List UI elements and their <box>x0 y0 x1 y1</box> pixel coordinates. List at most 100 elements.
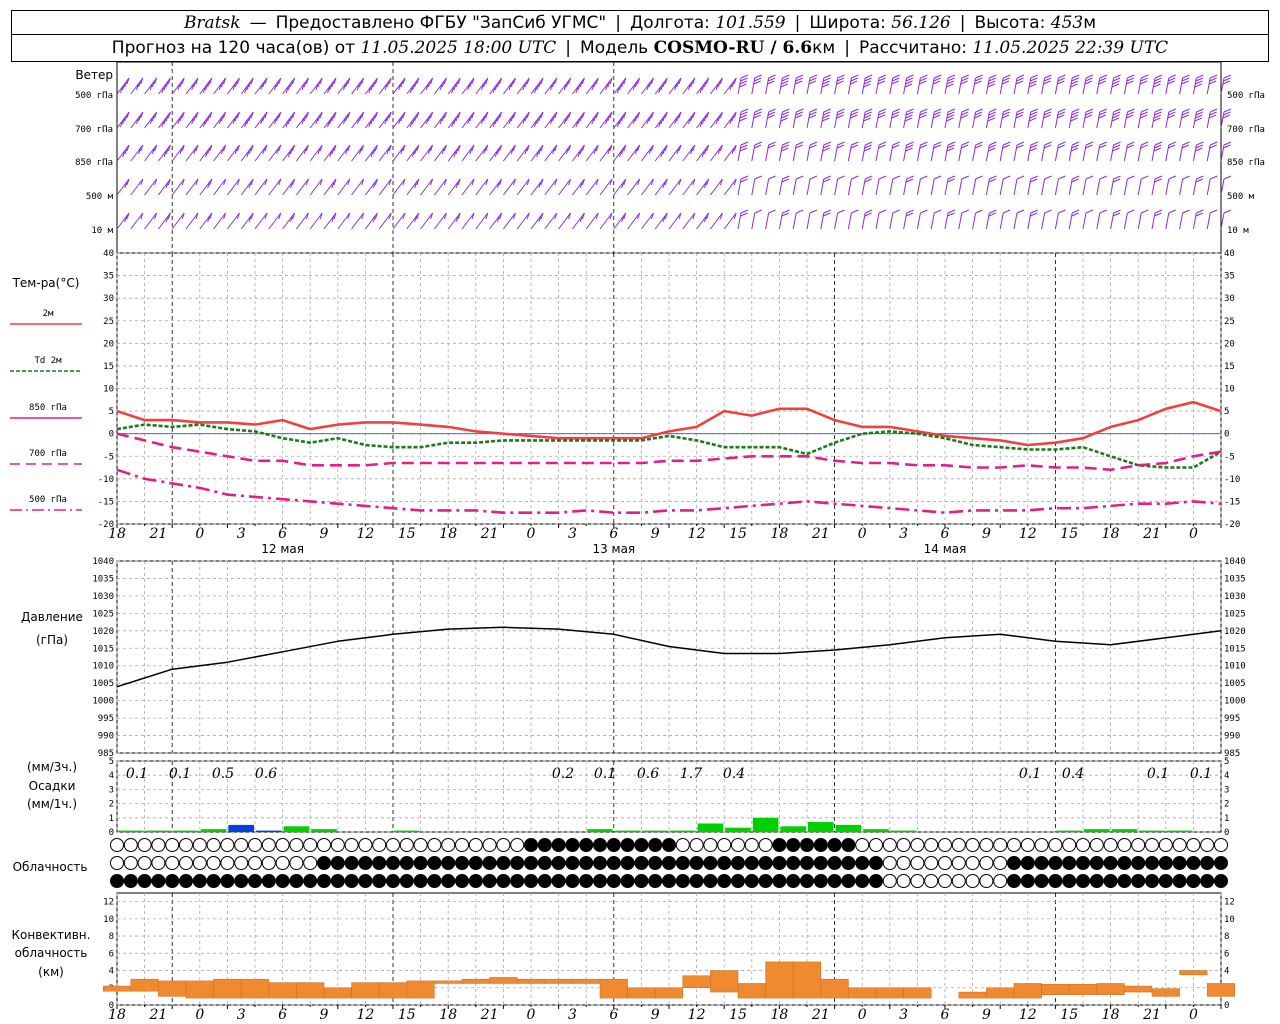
wind-barb-flag <box>1030 77 1038 82</box>
wind-barb-flag <box>961 108 969 113</box>
cloud-circle <box>303 874 318 888</box>
wind-barb-flag <box>1182 141 1190 146</box>
wind-barb-flag <box>989 141 997 146</box>
cloud-circle <box>537 874 552 888</box>
cloud-circle <box>123 856 138 870</box>
wind-barb <box>585 77 599 95</box>
wind-barb <box>737 178 742 196</box>
wind-barb-flag <box>1016 209 1025 214</box>
wind-barb-flag <box>151 80 155 88</box>
wind-barb <box>406 212 420 230</box>
cloud-circle <box>1062 838 1077 852</box>
wind-barb-flag <box>1002 144 1010 149</box>
cloud-circle <box>220 874 235 888</box>
conv-tick-left: 4 <box>109 967 114 977</box>
cloud-circle <box>1089 838 1104 852</box>
precip-total-label: 0.5 <box>212 766 234 782</box>
wind-barb-flag <box>692 144 696 152</box>
wind-barb <box>420 77 434 95</box>
wind-barb-flag <box>739 117 747 122</box>
cloud-circle <box>524 838 538 852</box>
cloud-circle <box>261 874 276 888</box>
convective-bar <box>682 975 711 989</box>
cloud-circle <box>510 856 525 870</box>
wind-barb-flag <box>947 141 956 146</box>
wind-barb-flag <box>1003 209 1011 214</box>
wind-barb <box>985 144 990 162</box>
wind-barb <box>1206 77 1211 95</box>
wind-barb-flag <box>540 212 544 220</box>
temp-hour-label: 6 <box>941 526 950 542</box>
cloud-circle <box>1158 838 1173 852</box>
temp-hour-label: 0 <box>1189 526 1198 542</box>
wind-barb <box>364 212 378 230</box>
wind-barb-flag <box>678 178 682 186</box>
wind-barb-flag <box>1029 147 1037 152</box>
precip-tick-left: 0 <box>109 828 114 838</box>
wind-barb-flag <box>740 111 748 116</box>
conv-tick-right: 4 <box>1224 967 1229 977</box>
cloud-circle <box>524 874 538 888</box>
wind-barb-flag <box>414 215 418 223</box>
wind-barb-flag <box>209 77 213 85</box>
cloud-circle <box>965 874 980 888</box>
wind-barb <box>544 178 558 196</box>
convective-bar <box>848 987 877 999</box>
wind-barb <box>1082 77 1087 95</box>
wind-barb-flag <box>1182 209 1190 214</box>
cloud-circle <box>993 856 1008 870</box>
pres-tick-right: 1010 <box>1224 662 1246 672</box>
wind-barb-flag <box>863 117 871 122</box>
wind-frame <box>116 61 1222 254</box>
wind-barb-flag <box>161 120 165 128</box>
cloud-circle <box>1089 874 1104 888</box>
wind-barb-flag <box>179 114 183 122</box>
wind-barb-flag <box>740 209 749 214</box>
wind-barb-flag <box>865 209 873 214</box>
wind-barb-flag <box>690 147 694 155</box>
wind-barb-flag <box>372 114 376 122</box>
wind-barb-flag <box>740 77 748 82</box>
wind-barb <box>641 111 654 129</box>
wind-barb-flag <box>303 80 307 88</box>
cloud-circle <box>482 838 497 852</box>
wind-barb <box>668 144 682 162</box>
wind-barb-flag <box>974 77 983 82</box>
wind-barb-flag <box>823 209 831 214</box>
wind-barb-flag <box>637 178 641 186</box>
conv-hour-label: 0 <box>1189 1007 1198 1023</box>
model-label: Модель <box>580 38 649 58</box>
wind-barb <box>1123 212 1128 230</box>
wind-barb <box>116 77 130 95</box>
cloud-circle <box>179 856 193 870</box>
cloud-circle <box>689 838 704 852</box>
wind-barb <box>985 178 990 196</box>
wind-barb-flag <box>218 83 222 91</box>
wind-barb-flag <box>1168 77 1176 82</box>
wind-barb <box>530 144 544 162</box>
wind-barb <box>806 77 811 95</box>
temp-tick-right: 5 <box>1224 407 1229 417</box>
forecast-prefix: Прогноз на 120 часа(ов) от <box>111 38 356 58</box>
wind-barb-flag <box>287 117 291 125</box>
wind-barb-flag <box>865 175 873 180</box>
wind-barb <box>351 77 365 95</box>
wind-barb-flag <box>878 141 887 146</box>
wind-barb <box>847 212 852 230</box>
cloud-circle <box>758 838 773 852</box>
wind-barb <box>585 178 599 196</box>
wind-barb-flag <box>753 80 761 85</box>
wind-barb-flag <box>934 141 942 146</box>
wind-barb-flag <box>1168 111 1176 116</box>
pres-tick-left: 1005 <box>92 679 114 689</box>
wind-barb-flag <box>1003 74 1011 79</box>
cloud-circle <box>399 838 414 852</box>
wind-barb-flag <box>823 77 831 82</box>
cloud-circle <box>786 856 801 870</box>
wind-barb-flag <box>660 83 664 91</box>
cloud-circle <box>965 838 980 852</box>
precip-bar <box>587 829 613 832</box>
cloud-circle <box>358 856 373 870</box>
wind-barb-flag <box>1072 108 1080 113</box>
